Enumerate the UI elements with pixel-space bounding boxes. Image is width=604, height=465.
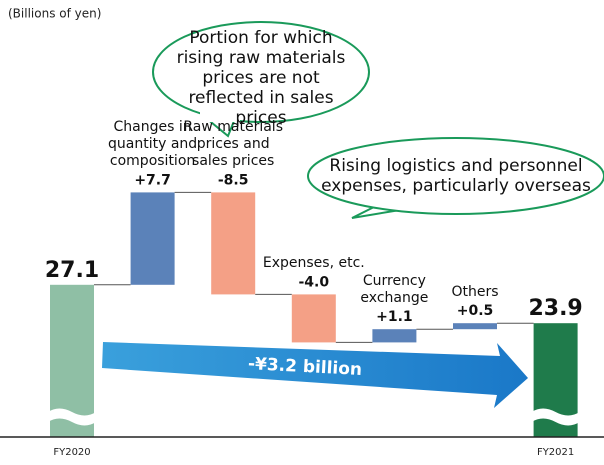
value-label: +1.1 <box>376 309 413 325</box>
bar <box>291 294 336 343</box>
value-label: 23.9 <box>528 296 582 321</box>
value-label: 27.1 <box>45 258 99 283</box>
x-tick-label: FY2020 <box>53 447 90 458</box>
callout-bubble <box>307 137 604 215</box>
value-label: +7.7 <box>134 172 171 188</box>
axis-break <box>531 408 580 426</box>
value-label: +0.5 <box>457 303 494 319</box>
value-label: -8.5 <box>218 172 249 188</box>
annotation: Portion for which rising raw materials p… <box>176 28 346 128</box>
callout-bubble <box>152 21 370 123</box>
value-label: -4.0 <box>298 274 329 290</box>
tail-mask <box>200 110 240 122</box>
x-tick-label: FY2021 <box>537 447 574 458</box>
annotation: Rising logistics and personnel expenses,… <box>321 156 591 196</box>
bar <box>372 329 417 343</box>
axis-break <box>48 408 96 426</box>
category-label: Others <box>451 284 499 301</box>
unit-label: (Billions of yen) <box>8 7 101 21</box>
category-label: Raw materials prices and sales prices <box>183 119 283 170</box>
bar <box>130 192 175 285</box>
bar <box>211 192 256 295</box>
category-label: Currency exchange <box>360 273 429 307</box>
category-label: Changes in quantity and composition <box>108 119 198 170</box>
change-arrow <box>102 342 528 408</box>
bar <box>453 323 497 330</box>
category-label: Expenses, etc. <box>262 255 365 272</box>
